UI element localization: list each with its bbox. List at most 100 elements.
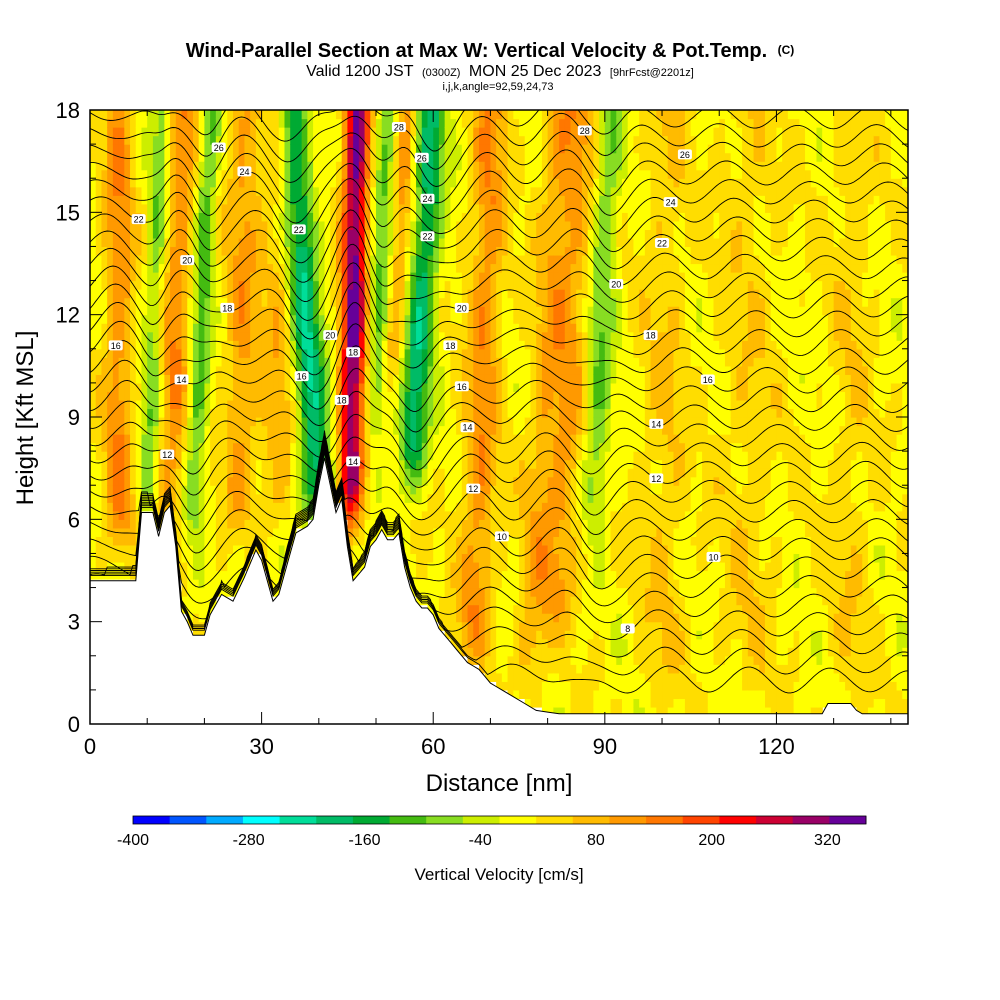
- w-cell: [170, 246, 177, 256]
- w-cell: [513, 314, 520, 324]
- w-cell: [204, 493, 211, 503]
- w-cell: [467, 178, 474, 188]
- w-cell: [530, 638, 537, 648]
- w-cell: [524, 323, 532, 333]
- w-cell: [187, 519, 194, 529]
- w-cell: [135, 425, 143, 435]
- w-cell: [147, 408, 154, 418]
- w-cell: [564, 596, 572, 606]
- w-cell: [547, 161, 554, 171]
- w-cell: [353, 306, 360, 316]
- w-cell: [290, 152, 297, 162]
- w-cell: [152, 365, 160, 375]
- w-cell: [484, 485, 492, 495]
- w-cell: [233, 254, 240, 265]
- w-cell: [341, 451, 349, 461]
- w-cell: [164, 144, 171, 154]
- w-cell: [135, 340, 143, 350]
- w-cell: [553, 689, 560, 700]
- w-cell: [124, 297, 131, 307]
- w-cell: [250, 203, 257, 213]
- w-cell: [536, 365, 543, 375]
- w-cell: [541, 297, 549, 307]
- w-cell: [524, 144, 532, 154]
- w-cell: [541, 254, 549, 265]
- w-cell: [118, 280, 125, 290]
- w-cell: [456, 391, 463, 401]
- w-cell: [490, 664, 497, 674]
- w-cell: [501, 144, 509, 154]
- w-cell: [335, 246, 343, 256]
- w-cell: [541, 365, 549, 375]
- w-cell: [467, 596, 474, 606]
- w-cell: [101, 118, 108, 128]
- w-cell: [559, 459, 566, 469]
- w-cell: [570, 553, 577, 563]
- w-cell: [433, 391, 440, 401]
- w-cell: [461, 613, 469, 623]
- w-cell: [307, 323, 314, 333]
- w-cell: [147, 357, 154, 367]
- w-cell: [204, 246, 211, 256]
- w-cell: [307, 442, 314, 452]
- w-cell: [541, 340, 549, 350]
- w-cell: [553, 493, 560, 503]
- w-cell: [524, 110, 532, 120]
- w-cell: [530, 118, 537, 128]
- w-cell: [501, 485, 509, 495]
- w-cell: [90, 135, 97, 145]
- w-cell: [358, 408, 366, 418]
- w-cell: [541, 289, 549, 299]
- w-cell: [404, 451, 411, 461]
- w-cell: [564, 664, 572, 674]
- w-cell: [267, 306, 274, 316]
- w-cell: [358, 365, 366, 375]
- w-cell: [387, 527, 394, 537]
- w-cell: [170, 169, 177, 179]
- w-cell: [152, 323, 160, 333]
- w-cell: [353, 203, 360, 213]
- w-cell: [215, 297, 223, 307]
- w-cell: [290, 144, 297, 154]
- w-cell: [524, 306, 532, 316]
- w-cell: [215, 374, 223, 384]
- w-cell: [376, 493, 383, 503]
- w-cell: [387, 246, 394, 256]
- w-cell: [559, 561, 566, 572]
- w-cell: [221, 195, 228, 205]
- w-cell: [261, 169, 268, 179]
- w-cell: [496, 561, 503, 572]
- w-cell: [467, 135, 474, 145]
- w-cell: [158, 272, 165, 282]
- w-cell: [536, 272, 543, 282]
- w-cell: [559, 186, 566, 196]
- w-cell: [519, 348, 526, 358]
- w-cell: [427, 553, 434, 563]
- w-cell: [238, 485, 246, 495]
- w-cell: [215, 203, 223, 213]
- w-cell: [381, 280, 389, 290]
- w-cell: [513, 408, 520, 418]
- w-cell: [278, 203, 286, 213]
- w-cell: [393, 323, 400, 333]
- w-cell: [438, 621, 446, 631]
- w-cell: [353, 144, 360, 154]
- w-cell: [473, 289, 480, 299]
- w-cell: [95, 110, 103, 120]
- w-cell: [393, 485, 400, 495]
- w-cell: [541, 399, 549, 410]
- w-cell: [181, 178, 188, 188]
- w-cell: [90, 570, 97, 580]
- w-cell: [273, 382, 280, 393]
- w-cell: [416, 203, 423, 213]
- w-cell: [318, 417, 326, 427]
- w-cell: [118, 127, 125, 137]
- w-cell: [175, 263, 183, 273]
- w-cell: [112, 135, 120, 145]
- w-cell: [513, 630, 520, 640]
- w-cell: [467, 493, 474, 503]
- w-cell: [107, 493, 114, 503]
- w-cell: [347, 314, 354, 324]
- w-cell: [335, 425, 343, 435]
- w-cell: [307, 365, 314, 375]
